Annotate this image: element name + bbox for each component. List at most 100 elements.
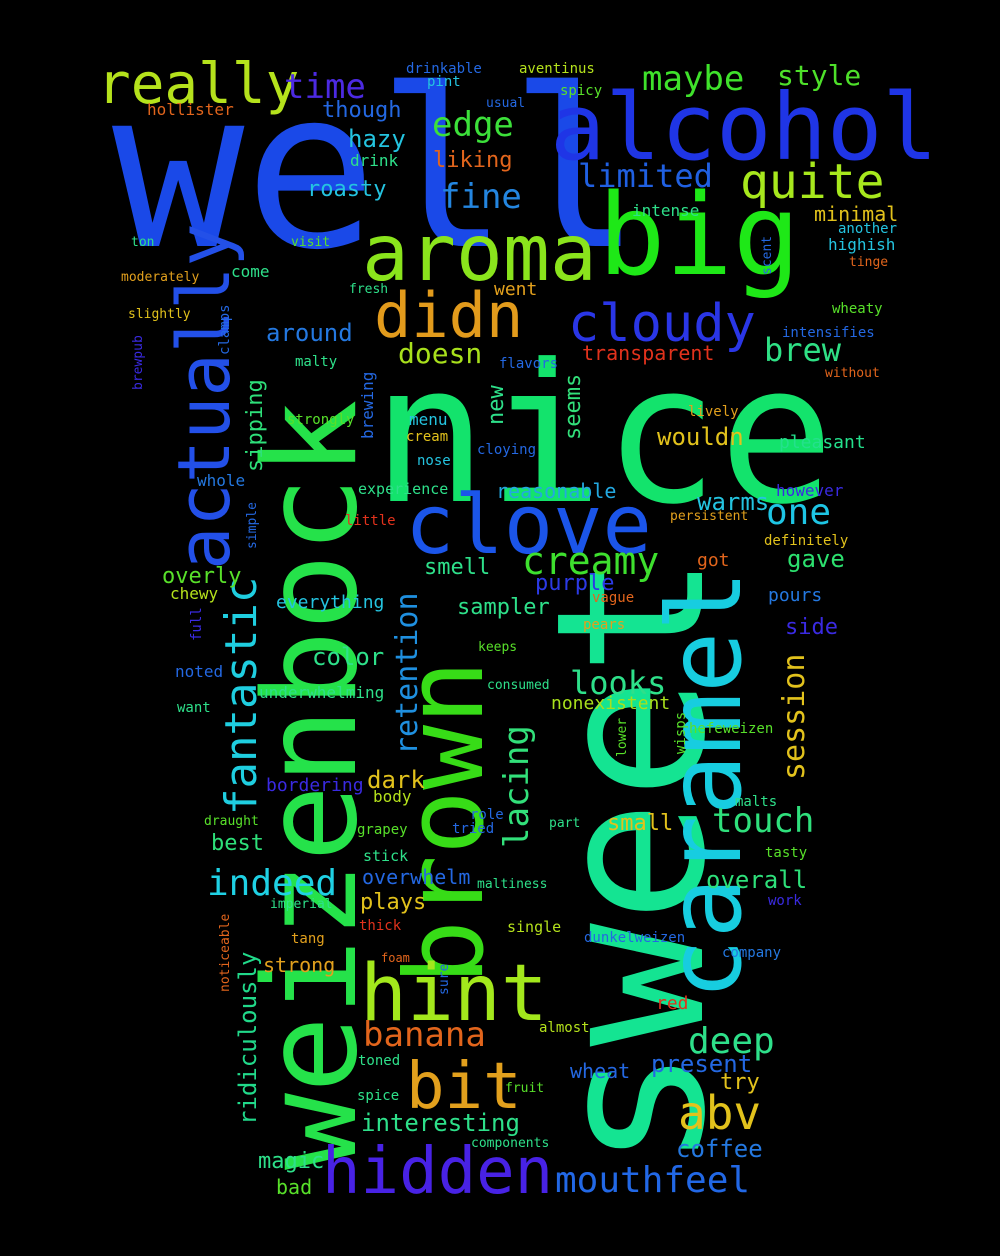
word-slightly: slightly xyxy=(128,307,191,322)
word-warms: warms xyxy=(697,488,770,516)
word-roasty: roasty xyxy=(307,177,387,202)
word-dunkelweizen: dunkelweizen xyxy=(584,930,686,946)
word-nose: nose xyxy=(417,453,451,469)
word-malts: malts xyxy=(735,794,778,810)
word-tried: tried xyxy=(452,821,495,837)
word-smell: smell xyxy=(424,555,491,580)
word-tasty: tasty xyxy=(765,845,808,861)
word-grapey: grapey xyxy=(357,822,408,838)
word-banana: banana xyxy=(363,1015,486,1055)
word-though: though xyxy=(322,98,402,123)
word-pours: pours xyxy=(768,585,823,606)
word-reasonable: reasonable xyxy=(496,479,617,503)
word-interesting: interesting xyxy=(361,1109,520,1137)
word-without: without xyxy=(825,366,880,381)
word-try: try xyxy=(720,1070,760,1095)
word-maybe: maybe xyxy=(642,59,745,99)
word-lower: lower xyxy=(615,717,630,757)
word-clamps: clamps xyxy=(217,304,233,355)
word-strongly: strongly xyxy=(287,412,355,428)
word-style: style xyxy=(777,59,862,92)
word-flavors: flavors xyxy=(499,356,559,372)
word-keeps: keeps xyxy=(478,640,518,655)
word-company: company xyxy=(722,945,782,961)
word-foam: foam xyxy=(381,951,410,965)
word-spice: spice xyxy=(357,1088,400,1104)
word-sampler: sampler xyxy=(457,595,550,620)
word-overall: overall xyxy=(706,866,808,894)
word-retention: retention xyxy=(390,592,425,755)
word-whole: whole xyxy=(197,471,246,490)
word-brewing: brewing xyxy=(358,371,377,439)
word-red: red xyxy=(656,993,689,1014)
word-hidden: hidden xyxy=(322,1135,554,1209)
word-cloying: cloying xyxy=(477,442,537,458)
word-another: another xyxy=(838,221,898,237)
word-bad: bad xyxy=(276,1175,313,1199)
word-highish: highish xyxy=(828,235,896,254)
word-limited: limited xyxy=(578,157,713,195)
word-nonexistent: nonexistent xyxy=(551,693,671,714)
word-components: components xyxy=(471,1136,550,1151)
word-usual: usual xyxy=(486,96,526,111)
word-hollister: hollister xyxy=(147,100,234,119)
word-seems: seems xyxy=(561,373,586,440)
word-got: got xyxy=(697,550,730,571)
word-part: part xyxy=(549,816,581,831)
word-noticeable: noticeable xyxy=(218,913,233,992)
word-present: present xyxy=(651,1050,753,1078)
word-however: however xyxy=(776,481,844,500)
word-thick: thick xyxy=(359,918,402,934)
word-spicy: spicy xyxy=(560,83,603,99)
word-drinkable: drinkable xyxy=(406,61,482,77)
word-drink: drink xyxy=(350,151,399,170)
word-moderately: moderately xyxy=(121,270,200,285)
word-one: one xyxy=(766,492,832,533)
word-vague: vague xyxy=(592,590,635,606)
word-cream: cream xyxy=(406,429,449,445)
word-role: role xyxy=(470,807,504,823)
word-persistent: persistent xyxy=(670,509,749,524)
word-consumed: consumed xyxy=(487,678,550,693)
word-hint: hint xyxy=(360,949,548,1039)
word-maltiness: maltiness xyxy=(477,877,548,892)
word-really: really xyxy=(97,52,300,117)
word-bit: bit xyxy=(406,1050,522,1124)
word-around: around xyxy=(266,319,353,347)
word-lacing: lacing xyxy=(497,725,537,848)
word-didn: didn xyxy=(374,279,524,352)
word-scent: scent xyxy=(760,235,775,275)
word-malty: malty xyxy=(295,354,338,370)
word-simple: simple xyxy=(245,502,260,549)
word-want: want xyxy=(177,700,211,716)
word-ridiculously: ridiculously xyxy=(234,951,262,1125)
word-sipping: sipping xyxy=(243,379,268,472)
word-visit: visit xyxy=(291,235,331,250)
word-touch: touch xyxy=(712,801,815,841)
word-creamy: creamy xyxy=(522,539,660,583)
word-alcohol: alcohol xyxy=(550,74,938,181)
word-clove: clove xyxy=(405,478,652,573)
word-experience: experience xyxy=(358,480,449,498)
word-work: work xyxy=(768,893,802,909)
word-overwhelm: overwhelm xyxy=(362,865,471,889)
word-underwhelming: underwhelming xyxy=(259,683,385,702)
word-lively: lively xyxy=(688,404,739,420)
word-purple: purple xyxy=(535,571,615,596)
word-brew: brew xyxy=(764,331,842,369)
word-noted: noted xyxy=(175,662,224,681)
word-almost: almost xyxy=(539,1020,590,1036)
word-liking: liking xyxy=(433,148,513,173)
word-full: full xyxy=(189,607,205,641)
word-body: body xyxy=(373,787,412,806)
word-big: big xyxy=(598,171,801,301)
word-intensifies: intensifies xyxy=(782,325,875,341)
word-minimal: minimal xyxy=(814,202,899,226)
word-draught: draught xyxy=(204,814,259,829)
word-wheaty: wheaty xyxy=(832,301,883,317)
word-fantastic: fantastic xyxy=(216,576,267,815)
word-chewy: chewy xyxy=(170,584,219,603)
word-sure: sure xyxy=(437,963,452,995)
word-bordering: bordering xyxy=(266,775,364,796)
word-transparent: transparent xyxy=(582,341,715,365)
